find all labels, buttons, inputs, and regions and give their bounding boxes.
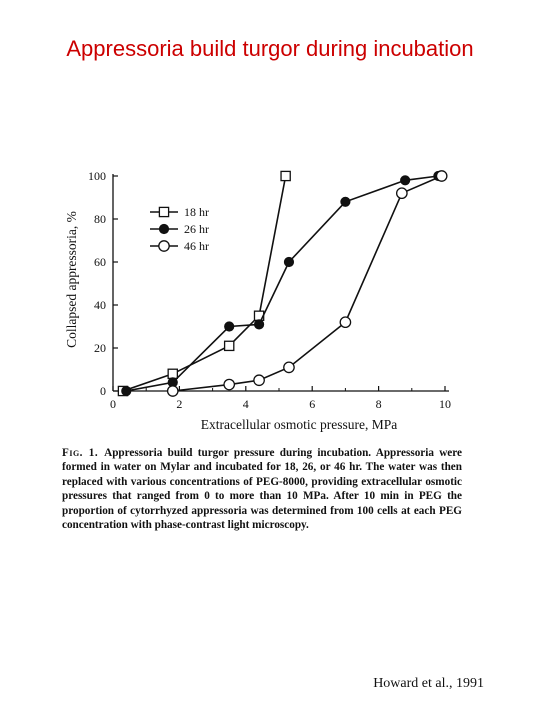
figure-caption: Fig. 1. Appressoria build turgor pressure…: [62, 446, 462, 532]
data-point-46-hr: [166, 385, 179, 397]
data-point-46-hr: [253, 374, 265, 387]
series-layer: [117, 170, 448, 397]
legend-entry-46-hr: 46 hr: [150, 239, 209, 253]
y-tick-label: 20: [94, 341, 106, 355]
data-point-26-hr: [340, 196, 351, 207]
data-point-18-hr: [167, 368, 179, 380]
series-line-46-hr: [172, 175, 442, 392]
plot-frame: [112, 174, 449, 392]
y-tick-label: 60: [94, 255, 106, 269]
slide-title: Appressoria build turgor during incubati…: [66, 36, 474, 61]
figure-caption-text: Appressoria build turgor pressure during…: [62, 447, 462, 532]
data-point-46-hr: [339, 316, 352, 329]
legend-label: 18 hr: [184, 205, 209, 219]
data-point-18-hr: [223, 340, 235, 352]
data-point-26-hr: [283, 256, 295, 268]
x-tick-label: 2: [176, 397, 182, 411]
x-tick-label: 4: [243, 397, 249, 411]
y-tick-label: 40: [94, 298, 106, 312]
legend-marker: [158, 223, 170, 235]
data-point-18-hr: [280, 170, 291, 182]
citation-credit: Howard et al., 1991: [373, 676, 484, 691]
series-26-hr: [121, 170, 444, 397]
y-tick-label: 100: [88, 169, 106, 183]
legend: 18 hr 26 hr 46 hr: [150, 205, 209, 253]
data-point-46-hr: [435, 170, 448, 182]
data-point-46-hr: [223, 378, 236, 391]
legend-marker: [158, 206, 170, 218]
x-tick-label: 8: [376, 397, 382, 411]
x-axis-label: Extracellular osmotic pressure, MPa: [201, 417, 397, 432]
data-point-26-hr: [400, 175, 411, 186]
y-tick-label: 80: [94, 212, 106, 226]
x-tick-label: 6: [309, 397, 315, 411]
legend-entry-18-hr: 18 hr: [150, 205, 209, 219]
x-tick-label: 0: [110, 397, 116, 411]
data-point-46-hr: [395, 187, 408, 200]
data-point-46-hr: [283, 361, 295, 374]
legend-label: 46 hr: [184, 239, 209, 253]
series-line-26-hr: [126, 175, 439, 392]
series-46-hr: [166, 170, 448, 397]
legend-marker: [158, 240, 170, 252]
legend-label: 26 hr: [184, 222, 209, 236]
figure-label: Fig. 1.: [62, 447, 99, 459]
legend-entry-26-hr: 26 hr: [150, 222, 209, 236]
data-point-26-hr: [253, 319, 265, 330]
x-tick-label: 10: [439, 397, 451, 411]
y-axis-label: Collapsed appressoria, %: [64, 211, 79, 348]
y-tick-label: 0: [100, 384, 106, 398]
data-point-26-hr: [121, 385, 132, 397]
data-point-26-hr: [224, 321, 235, 332]
